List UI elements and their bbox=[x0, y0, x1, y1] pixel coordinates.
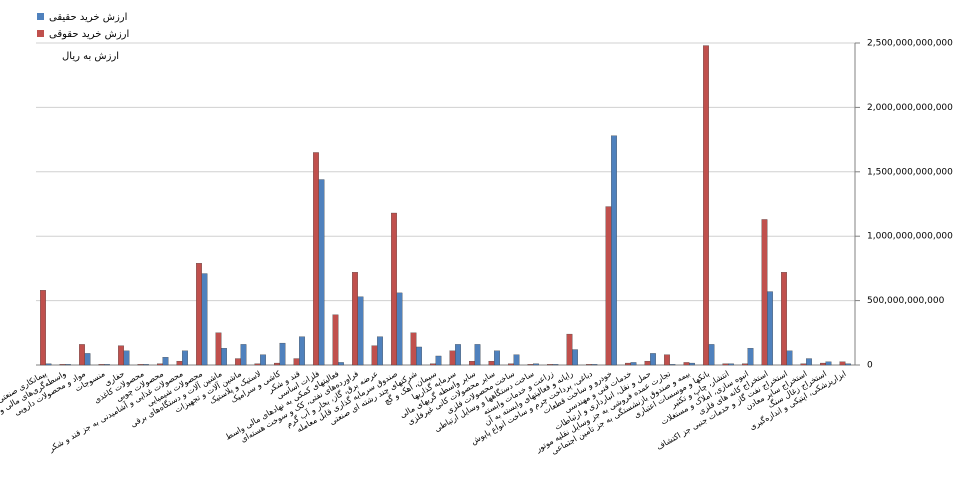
bar bbox=[162, 357, 169, 366]
bar bbox=[566, 333, 573, 366]
bar bbox=[591, 364, 598, 366]
bar bbox=[293, 358, 300, 366]
bar bbox=[98, 364, 105, 366]
bar bbox=[118, 345, 124, 366]
bar bbox=[274, 362, 280, 366]
bar bbox=[586, 364, 592, 366]
bar bbox=[708, 344, 715, 366]
legend-swatch bbox=[37, 13, 44, 20]
bar bbox=[84, 353, 91, 366]
bar bbox=[630, 362, 637, 366]
bar bbox=[40, 290, 46, 366]
bar bbox=[299, 336, 305, 366]
bar bbox=[215, 332, 222, 366]
bar bbox=[742, 363, 748, 366]
bar bbox=[494, 350, 500, 366]
bar bbox=[254, 363, 261, 366]
bar bbox=[474, 344, 481, 366]
bar bbox=[137, 364, 144, 366]
bar bbox=[430, 363, 436, 366]
bar bbox=[410, 332, 417, 366]
y-tick-label: 2,500,000,000,000 bbox=[867, 39, 953, 49]
bar bbox=[260, 354, 266, 366]
bar bbox=[59, 364, 66, 366]
bar bbox=[240, 344, 247, 366]
bar bbox=[781, 272, 787, 366]
bar bbox=[689, 362, 695, 366]
bar bbox=[435, 355, 442, 366]
bar bbox=[488, 360, 495, 366]
bar bbox=[196, 263, 202, 366]
bar bbox=[201, 273, 208, 366]
bar bbox=[357, 296, 364, 366]
bar bbox=[722, 363, 729, 366]
bar bbox=[123, 350, 130, 366]
bar bbox=[416, 346, 422, 366]
legend-label: ارزش خرید حقوقی bbox=[49, 29, 129, 40]
bar bbox=[469, 360, 475, 366]
bar bbox=[605, 206, 612, 366]
bar bbox=[221, 348, 227, 366]
bar bbox=[279, 342, 286, 366]
bar bbox=[318, 179, 325, 366]
bar bbox=[747, 348, 754, 366]
y-tick-label: 1,500,000,000,000 bbox=[867, 167, 953, 177]
bar bbox=[572, 349, 578, 366]
bar bbox=[644, 360, 651, 366]
bar bbox=[176, 360, 183, 366]
bar bbox=[728, 363, 734, 366]
bar bbox=[104, 364, 110, 366]
bar bbox=[352, 272, 358, 366]
legend-swatch bbox=[37, 30, 44, 37]
bar bbox=[455, 344, 461, 366]
bar bbox=[845, 363, 851, 366]
bar bbox=[65, 364, 71, 366]
bar bbox=[625, 362, 631, 366]
y-tick-label: 500,000,000,000 bbox=[867, 296, 945, 306]
y-tick-label: 1,000,000,000,000 bbox=[867, 232, 953, 242]
bar bbox=[157, 363, 163, 366]
bar bbox=[338, 362, 344, 366]
bar bbox=[182, 350, 188, 366]
annotation: ارزش به ریال bbox=[62, 51, 119, 62]
bar bbox=[800, 363, 807, 366]
bar bbox=[839, 361, 846, 366]
bar bbox=[669, 364, 676, 366]
bar bbox=[825, 361, 832, 366]
bar bbox=[313, 152, 319, 366]
bar bbox=[767, 291, 773, 366]
bar bbox=[761, 219, 768, 366]
bar bbox=[371, 345, 378, 366]
bar bbox=[552, 364, 559, 366]
bar bbox=[650, 353, 656, 366]
bar bbox=[508, 363, 514, 366]
bar bbox=[377, 336, 383, 366]
bar bbox=[611, 135, 617, 366]
bar bbox=[664, 354, 670, 366]
bar bbox=[396, 292, 403, 366]
y-tick-label: 0 bbox=[867, 361, 873, 371]
y-tick-label: 2,000,000,000,000 bbox=[867, 103, 953, 113]
bar bbox=[703, 45, 709, 366]
bar bbox=[820, 362, 826, 366]
legend-label: ارزش خرید حقیقی bbox=[49, 12, 127, 23]
bar bbox=[449, 350, 456, 366]
bar bbox=[45, 363, 52, 366]
bar bbox=[332, 314, 339, 366]
bar bbox=[683, 362, 690, 366]
bar bbox=[527, 364, 534, 366]
bar bbox=[806, 358, 812, 366]
bar bbox=[533, 363, 539, 366]
bar bbox=[143, 364, 149, 366]
bar bbox=[786, 350, 793, 366]
bar bbox=[513, 354, 520, 366]
bar bbox=[79, 344, 85, 366]
bar bbox=[235, 358, 241, 366]
bar bbox=[547, 364, 553, 366]
bar bbox=[391, 212, 397, 366]
